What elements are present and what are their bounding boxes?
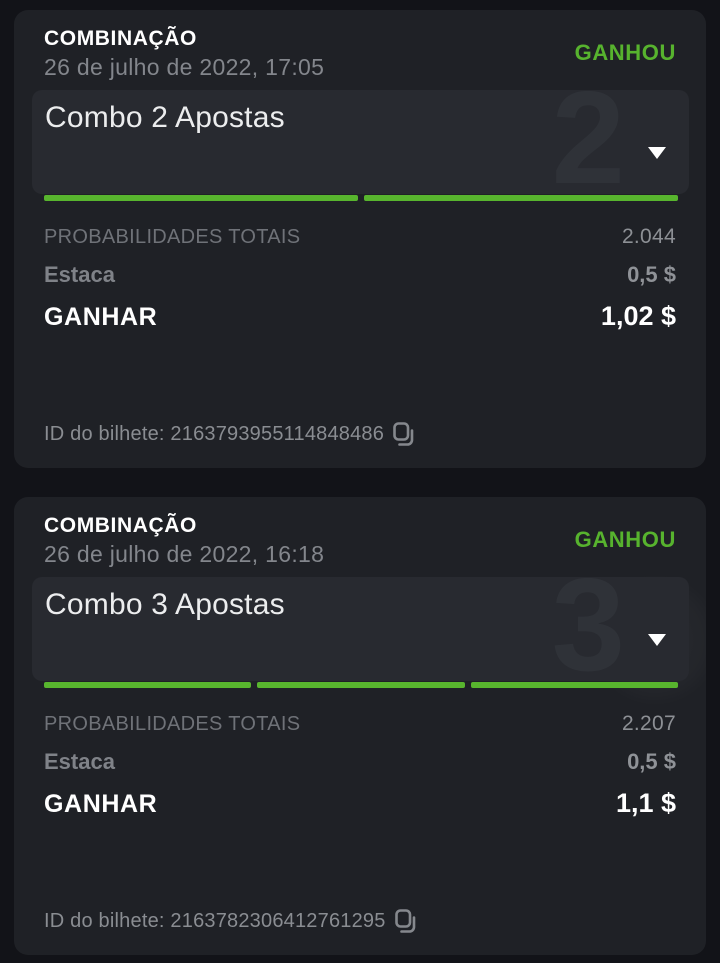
ticket-header: COMBINAÇÃO 26 de julho de 2022, 16:18 GA… xyxy=(44,515,676,566)
ticket-id-value: 2163793955114848486 xyxy=(170,422,385,445)
win-value: 1,02 $ xyxy=(600,301,676,331)
ticket-id-label: ID do bilhete: xyxy=(44,422,165,445)
ticket-id-row: ID do bilhete: 2163782306412761295 xyxy=(44,909,416,933)
ticket-id-label: ID do bilhete: xyxy=(44,909,165,932)
combo-summary-panel[interactable]: Combo 3 Apostas 3 xyxy=(32,559,689,691)
total-odds-row: PROBABILIDADES TOTAIS 2.207 xyxy=(44,712,676,736)
legs-progress-bar xyxy=(44,195,678,201)
stake-row: Estaca 0,5 $ xyxy=(44,749,676,775)
copy-icon[interactable] xyxy=(393,422,414,446)
ticket-header-left: COMBINAÇÃO 26 de julho de 2022, 17:05 xyxy=(44,28,324,79)
progress-segment xyxy=(470,682,678,688)
combo-summary-panel[interactable]: Combo 2 Apostas 2 xyxy=(32,72,689,204)
total-odds-label: PROBABILIDADES TOTAIS xyxy=(44,226,301,248)
progress-segment xyxy=(364,195,678,201)
ticket-id-text: ID do bilhete: 2163793955114848486 xyxy=(44,423,384,446)
total-odds-row: PROBABILIDADES TOTAIS 2.044 xyxy=(44,225,676,249)
total-odds-label: PROBABILIDADES TOTAIS xyxy=(44,713,301,735)
stake-value: 0,5 $ xyxy=(627,749,676,774)
win-row: GANHAR 1,02 $ xyxy=(44,301,676,332)
status-badge: GANHOU xyxy=(574,40,676,65)
stake-row: Estaca 0,5 $ xyxy=(44,262,676,288)
bet-ticket-card[interactable]: COMBINAÇÃO 26 de julho de 2022, 16:18 GA… xyxy=(14,497,706,955)
win-value: 1,1 $ xyxy=(615,788,676,818)
ticket-id-value: 2163782306412761295 xyxy=(170,909,386,932)
bet-date: 26 de julho de 2022, 16:18 xyxy=(44,541,325,567)
stake-label: Estaca xyxy=(44,262,115,287)
combo-title: Combo 2 Apostas xyxy=(45,101,285,134)
win-label: GANHAR xyxy=(44,790,158,818)
legs-count-watermark: 3 xyxy=(551,551,625,699)
legs-count-watermark: 2 xyxy=(551,64,625,212)
stake-value: 0,5 $ xyxy=(627,262,676,287)
ticket-header: COMBINAÇÃO 26 de julho de 2022, 17:05 GA… xyxy=(44,28,676,79)
ticket-id-text: ID do bilhete: 2163782306412761295 xyxy=(44,910,386,933)
win-label: GANHAR xyxy=(44,303,158,331)
total-odds-value: 2.207 xyxy=(621,712,676,735)
copy-icon[interactable] xyxy=(394,909,416,933)
chevron-down-icon[interactable] xyxy=(648,634,666,646)
bet-date: 26 de julho de 2022, 17:05 xyxy=(44,54,325,80)
combo-title: Combo 3 Apostas xyxy=(45,588,285,621)
progress-segment xyxy=(44,682,252,688)
win-row: GANHAR 1,1 $ xyxy=(44,788,676,819)
stake-label: Estaca xyxy=(44,749,115,774)
bet-ticket-card[interactable]: COMBINAÇÃO 26 de julho de 2022, 17:05 GA… xyxy=(14,10,706,468)
progress-segment xyxy=(44,195,358,201)
legs-progress-bar xyxy=(44,682,678,688)
progress-segment xyxy=(257,682,465,688)
chevron-down-icon[interactable] xyxy=(648,147,666,159)
total-odds-value: 2.044 xyxy=(621,225,676,248)
bet-type-label: COMBINAÇÃO xyxy=(44,514,197,537)
bet-type-label: COMBINAÇÃO xyxy=(44,27,197,50)
status-badge: GANHOU xyxy=(574,527,676,552)
ticket-header-left: COMBINAÇÃO 26 de julho de 2022, 16:18 xyxy=(44,515,324,566)
ticket-id-row: ID do bilhete: 2163793955114848486 xyxy=(44,422,414,446)
